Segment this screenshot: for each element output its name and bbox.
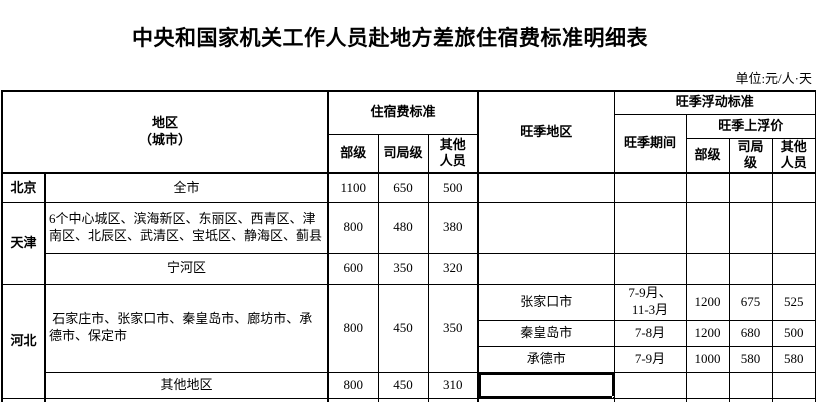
cell-province-hebei[interactable]: 河北 [1, 283, 46, 399]
empty-cell[interactable] [613, 252, 687, 285]
cell-ninghe-other[interactable]: 320 [427, 252, 480, 285]
empty-cell[interactable] [685, 172, 730, 203]
empty-cell[interactable] [771, 172, 816, 203]
row-hebei-other: 其他地区 800 450 310 [2, 371, 816, 399]
cell-peak-other-chengde[interactable]: 580 [771, 345, 816, 373]
empty-cell[interactable] [771, 201, 816, 254]
header-row-4: 部级 司局 级 其他 人员 [2, 137, 816, 175]
cell-peak-region-chengde[interactable]: 承德市 [477, 345, 615, 373]
cell-tianjin-bureau[interactable]: 480 [377, 201, 429, 254]
header-region-city[interactable]: 地区 （城市） [1, 90, 330, 175]
cell-peak-bureau-zhangjiakou[interactable]: 675 [728, 283, 773, 321]
empty-cell[interactable] [377, 397, 429, 402]
header-peak-period[interactable]: 旺季期间 [613, 113, 687, 175]
cell-tianjin-other[interactable]: 380 [427, 201, 480, 254]
empty-cell[interactable] [728, 252, 773, 285]
header-row-3: 部级 司局级 其他 人员 [2, 133, 816, 175]
empty-cell[interactable] [477, 397, 615, 402]
cell-province-beijing[interactable]: 北京 [1, 172, 46, 203]
empty-cell[interactable] [685, 371, 730, 399]
header-peak-float-standard[interactable]: 旺季浮动标准 [613, 90, 816, 115]
cell-hebei-bureau[interactable]: 450 [377, 283, 429, 373]
cell-peak-other-qinhuangdao[interactable]: 500 [771, 319, 816, 347]
header-peak-region[interactable]: 旺季地区 [477, 90, 615, 175]
page-title: 中央和国家机关工作人员赴地方差旅住宿费标准明细表 [132, 26, 648, 50]
cell-peak-minister-zhangjiakou[interactable]: 1200 [685, 283, 730, 321]
row-beijing: 北京 全市 1100 650 500 [1, 172, 816, 203]
empty-cell[interactable] [477, 201, 615, 254]
empty-cell[interactable] [477, 252, 615, 285]
cell-peak-region-qinhuangdao[interactable]: 秦皇岛市 [477, 319, 615, 347]
cell-hebei-city-list[interactable]: 石家庄市、张家口市、秦皇岛市、廊坊市、承德市、保定市 [44, 283, 330, 373]
cell-hebei-other-bureau[interactable]: 450 [377, 371, 429, 399]
header-row-2: 旺季期间 旺季上浮价 [2, 113, 816, 175]
fill-handle-icon[interactable] [611, 395, 614, 398]
cell-peak-period-qinhuangdao[interactable]: 7-8月 [613, 319, 687, 347]
cell-peak-other-zhangjiakou[interactable]: 525 [771, 283, 816, 321]
empty-cell[interactable] [613, 371, 687, 399]
empty-cell[interactable] [771, 397, 816, 402]
cell-hebei-other-minister[interactable]: 800 [327, 371, 379, 399]
empty-cell[interactable] [771, 371, 816, 399]
row-hebei-zhangjiakou: 河北 石家庄市、张家口市、秦皇岛市、廊坊市、承德市、保定市 800 450 35… [1, 283, 816, 399]
header-peak-markup-price[interactable]: 旺季上浮价 [685, 113, 816, 139]
header-lodging-standard[interactable]: 住宿费标准 [327, 90, 480, 135]
empty-cell[interactable] [427, 397, 480, 402]
empty-cell[interactable] [613, 201, 687, 254]
cell-peak-period-chengde[interactable]: 7-9月 [613, 345, 687, 373]
cell-province-tianjin[interactable]: 天津 [1, 201, 46, 285]
cell-beijing-other[interactable]: 500 [427, 172, 480, 203]
row-hebei-qinhuangdao: 秦皇岛市 7-8月 1200 680 500 [2, 319, 816, 347]
header-minister-level[interactable]: 部级 [327, 133, 379, 175]
header-bureau-level[interactable]: 司局级 [377, 133, 429, 175]
cell-beijing-minister[interactable]: 1100 [327, 172, 379, 203]
cell-hebei-minister[interactable]: 800 [327, 283, 379, 373]
header-other-staff[interactable]: 其他 人员 [427, 133, 480, 175]
empty-cell[interactable] [613, 172, 687, 203]
empty-cell[interactable] [477, 172, 615, 203]
header-peak-other-staff[interactable]: 其他 人员 [771, 137, 816, 175]
lodging-standard-table: 地区 （城市） 住宿费标准 旺季地区 旺季浮动标准 旺季期间 旺季上浮价 部级 … [1, 90, 816, 402]
empty-cell[interactable] [613, 397, 687, 402]
empty-cell[interactable] [771, 252, 816, 285]
row-hebei-chengde: 承德市 7-9月 1000 580 580 [2, 345, 816, 373]
cell-tianjin-minister[interactable]: 800 [327, 201, 379, 254]
empty-cell[interactable] [728, 172, 773, 203]
table-header: 地区 （城市） 住宿费标准 旺季地区 旺季浮动标准 旺季期间 旺季上浮价 部级 … [1, 90, 816, 175]
active-cell[interactable] [477, 371, 615, 399]
cell-tianjin-city-list[interactable]: 6个中心城区、滨海新区、东丽区、西青区、津南区、北辰区、武清区、宝坻区、静海区、… [44, 201, 330, 254]
empty-cell[interactable] [685, 252, 730, 285]
empty-cell[interactable] [1, 397, 46, 402]
row-tianjin-ninghe: 宁河区 600 350 320 [2, 252, 816, 285]
empty-cell[interactable] [728, 371, 773, 399]
cell-ninghe-bureau[interactable]: 350 [377, 252, 429, 285]
empty-cell[interactable] [44, 397, 330, 402]
unit-note: 单位:元/人·天 [735, 71, 812, 86]
empty-cell[interactable] [728, 201, 773, 254]
cell-beijing-bureau[interactable]: 650 [377, 172, 429, 203]
header-peak-bureau-level[interactable]: 司局 级 [728, 137, 773, 175]
cell-beijing-city[interactable]: 全市 [44, 172, 330, 203]
cell-peak-bureau-qinhuangdao[interactable]: 680 [728, 319, 773, 347]
cell-peak-minister-qinhuangdao[interactable]: 1200 [685, 319, 730, 347]
cell-peak-region-zhangjiakou[interactable]: 张家口市 [477, 283, 615, 321]
cell-ninghe-minister[interactable]: 600 [327, 252, 379, 285]
cell-peak-bureau-chengde[interactable]: 580 [728, 345, 773, 373]
header-row-1: 地区 （城市） 住宿费标准 旺季地区 旺季浮动标准 [1, 90, 816, 175]
header-peak-minister-level[interactable]: 部级 [685, 137, 730, 175]
empty-cell[interactable] [685, 397, 730, 402]
row-tianjin-main: 天津 6个中心城区、滨海新区、东丽区、西青区、津南区、北辰区、武清区、宝坻区、静… [1, 201, 816, 285]
cell-ninghe-city[interactable]: 宁河区 [44, 252, 330, 285]
empty-cell[interactable] [327, 397, 379, 402]
empty-cell[interactable] [728, 397, 773, 402]
cell-hebei-other-city[interactable]: 其他地区 [44, 371, 330, 399]
cell-peak-minister-chengde[interactable]: 1000 [685, 345, 730, 373]
cell-hebei-other[interactable]: 350 [427, 283, 480, 373]
cell-hebei-other-other[interactable]: 310 [427, 371, 480, 399]
row-partial-bottom [1, 397, 816, 402]
cell-peak-period-zhangjiakou[interactable]: 7-9月、 11-3月 [613, 283, 687, 321]
empty-cell[interactable] [685, 201, 730, 254]
